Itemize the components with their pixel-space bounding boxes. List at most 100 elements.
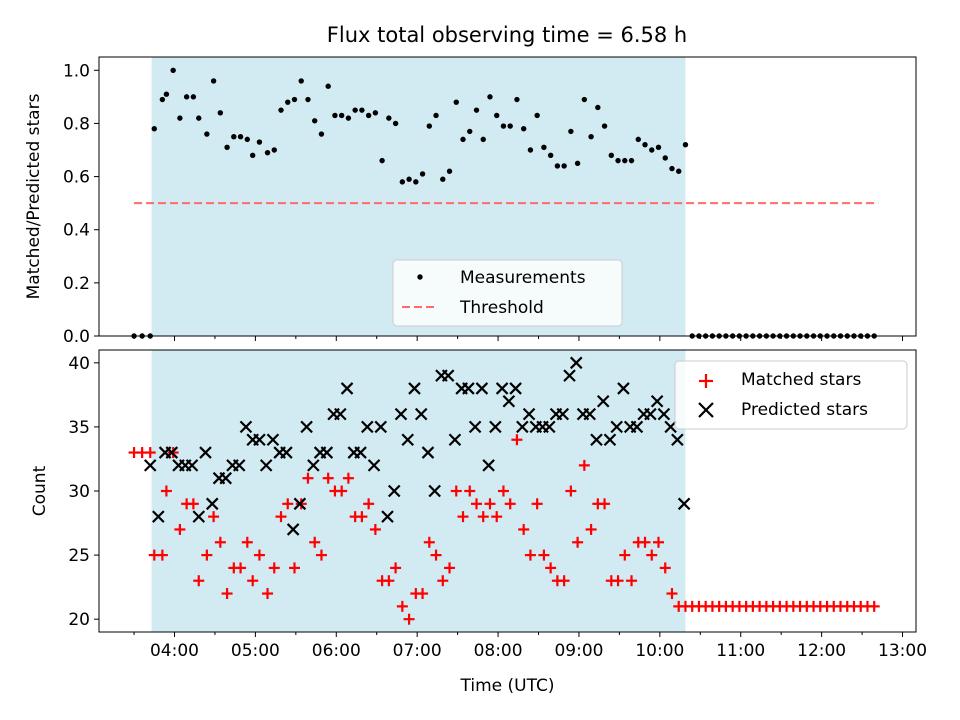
matched-star-point bbox=[457, 511, 469, 523]
matched-star-point bbox=[417, 588, 429, 600]
predicted-star-point bbox=[421, 446, 435, 459]
measurement-point bbox=[298, 78, 304, 84]
bottom-x-axis-label: Time (UTC) bbox=[460, 676, 555, 696]
top-y-tick-label: 0.0 bbox=[63, 327, 90, 347]
predicted-star-point bbox=[361, 420, 374, 434]
measurement-point bbox=[325, 83, 331, 89]
top-panel: 0.0 0.2 0.4 0.6 0.8 1.0 Matched/Predicted sta… bbox=[24, 56, 917, 347]
predicted-star-point bbox=[259, 459, 273, 472]
matched-star-point bbox=[262, 588, 274, 600]
bottom-y-axis-label: Count bbox=[30, 465, 50, 516]
matched-star-point bbox=[383, 575, 395, 587]
bottom-y-axis-ticks: 20 25 30 35 40 bbox=[68, 354, 99, 630]
x-tick-label: 13:00 bbox=[878, 641, 927, 661]
x-tick-label: 10:00 bbox=[635, 641, 684, 661]
predicted-star-point bbox=[482, 459, 495, 472]
measurement-point bbox=[190, 94, 197, 100]
measurement-point bbox=[622, 157, 628, 164]
measurement-point bbox=[676, 168, 682, 174]
measurement-point bbox=[210, 78, 217, 84]
matched-star-point bbox=[619, 549, 631, 561]
measurement-point bbox=[312, 118, 318, 124]
predicted-star-point bbox=[401, 433, 415, 447]
matched-star-point bbox=[531, 498, 543, 510]
matched-star-point bbox=[464, 485, 476, 497]
measurement-point bbox=[365, 112, 372, 119]
predicted-star-point bbox=[286, 523, 300, 536]
measurement-point bbox=[151, 126, 157, 132]
predicted-star-point bbox=[644, 407, 657, 421]
observing-window-band-bottom bbox=[151, 350, 686, 632]
measurement-point bbox=[359, 107, 365, 113]
measurement-point bbox=[285, 99, 291, 105]
matched-star-point bbox=[626, 575, 638, 587]
predicted-star-point bbox=[522, 407, 536, 421]
bottom-y-tick-label: 25 bbox=[68, 546, 90, 566]
measurement-point bbox=[615, 157, 621, 164]
matched-star-point bbox=[208, 511, 220, 523]
predicted-star-point bbox=[307, 459, 320, 472]
measurement-point bbox=[372, 110, 379, 116]
matched-star-point bbox=[235, 562, 247, 574]
predicted-star-point bbox=[671, 433, 684, 447]
predicted-star-point bbox=[394, 407, 408, 421]
top-y-tick-label: 1.0 bbox=[63, 61, 90, 81]
matched-star-point bbox=[288, 562, 300, 574]
measurement-point bbox=[170, 67, 176, 73]
measurement-point bbox=[332, 112, 338, 119]
measurement-point bbox=[601, 123, 608, 129]
measurement-point bbox=[406, 176, 412, 182]
measurement-point bbox=[534, 112, 540, 119]
predicted-star-point bbox=[610, 420, 623, 434]
matched-star-point bbox=[315, 549, 327, 561]
predicted-star-point bbox=[583, 407, 597, 421]
matched-star-point bbox=[437, 575, 449, 587]
top-legend: Measurements Threshold bbox=[392, 259, 623, 327]
measurement-point bbox=[635, 136, 641, 143]
measurement-point bbox=[655, 144, 662, 151]
measurement-point bbox=[642, 141, 648, 148]
matched-star-point bbox=[450, 485, 462, 497]
measurement-point bbox=[318, 131, 325, 137]
measurement-point bbox=[608, 152, 615, 159]
matched-star-point bbox=[214, 536, 226, 548]
matched-star-point bbox=[639, 536, 651, 548]
legend-matched-stars-label: Matched stars bbox=[741, 370, 861, 390]
matched-star-point bbox=[646, 549, 658, 561]
matched-star-point bbox=[585, 523, 597, 535]
measurement-point bbox=[568, 128, 574, 135]
measurement-point bbox=[399, 179, 406, 185]
measurement-point bbox=[588, 134, 594, 140]
measurement-point bbox=[271, 147, 277, 153]
legend-measurements-marker bbox=[417, 274, 423, 280]
matched-star-point bbox=[342, 472, 354, 484]
matched-star-point bbox=[193, 575, 205, 587]
legend-predicted-stars-label: Predicted stars bbox=[741, 400, 868, 420]
measurement-point bbox=[682, 141, 689, 148]
matched-star-point bbox=[369, 523, 381, 535]
matched-star-point bbox=[336, 485, 348, 497]
bottom-y-tick-label: 35 bbox=[68, 418, 90, 438]
matched-star-point bbox=[403, 613, 415, 625]
predicted-star-point bbox=[596, 394, 610, 408]
x-tick-label: 07:00 bbox=[393, 641, 442, 661]
matched-star-point bbox=[538, 549, 550, 561]
predicted-star-point bbox=[334, 407, 347, 421]
matched-star-point bbox=[201, 549, 213, 561]
matched-star-point bbox=[253, 549, 265, 561]
predicted-star-point bbox=[185, 459, 199, 472]
matched-star-point bbox=[302, 472, 314, 484]
measurement-point bbox=[183, 94, 190, 100]
predicted-star-point bbox=[590, 433, 603, 447]
predicted-stars-points bbox=[143, 356, 691, 536]
x-tick-label: 05:00 bbox=[231, 641, 280, 661]
measurement-point bbox=[494, 112, 500, 119]
top-legend-box bbox=[392, 259, 623, 327]
predicted-star-point bbox=[165, 446, 179, 459]
predicted-star-point bbox=[569, 356, 583, 370]
matched-star-point bbox=[187, 498, 199, 510]
predicted-star-point bbox=[556, 407, 570, 421]
measurement-point bbox=[392, 120, 399, 127]
bottom-panel: 20 25 30 35 40 04:00 05:00 06:00 07:00 08:00 09:0… bbox=[30, 349, 927, 696]
